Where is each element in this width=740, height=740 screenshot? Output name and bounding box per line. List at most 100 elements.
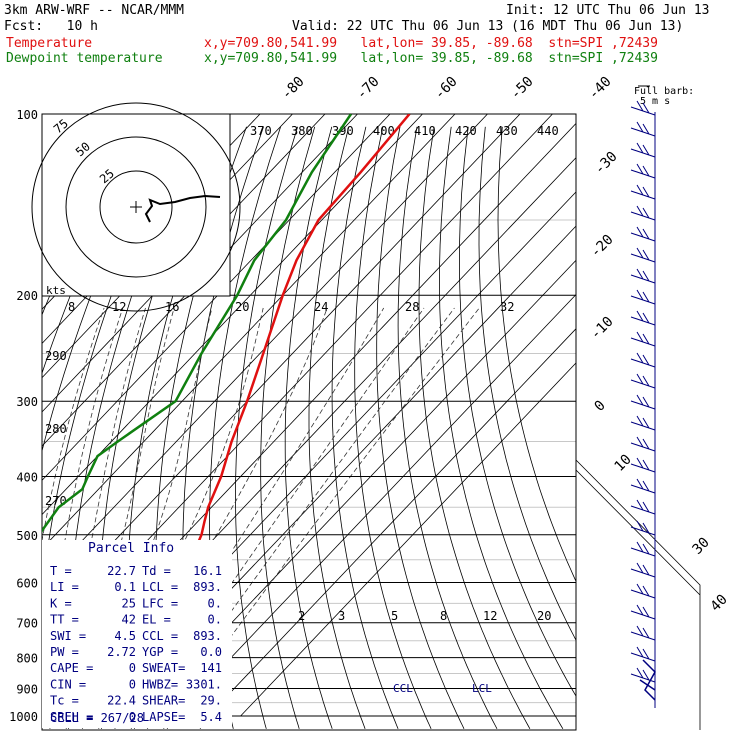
plot-frame bbox=[41, 113, 577, 731]
wind-barb-icon bbox=[630, 478, 656, 494]
parcel-info-value: 22.4 bbox=[107, 694, 136, 708]
parcel-info-value: 893. bbox=[193, 629, 222, 643]
hodograph-tick-label: 8 bbox=[68, 300, 75, 314]
mixing-ratio-label: 8 bbox=[440, 609, 447, 623]
hodograph-units: kts bbox=[46, 284, 66, 297]
isotherm-line bbox=[240, 362, 576, 717]
parcel-info-value: 0 bbox=[129, 661, 136, 675]
parcel-info-key: CIN = bbox=[50, 677, 86, 691]
isotherm-label: 0 bbox=[592, 398, 609, 415]
parcel-info-key: Td = bbox=[142, 564, 171, 578]
pressure-label: 500 bbox=[16, 529, 38, 543]
wind-barb-icon bbox=[630, 604, 656, 620]
theta-e-label: 410 bbox=[414, 124, 436, 138]
isotherm-label: -70 bbox=[354, 74, 383, 103]
isotherm-label: -50 bbox=[508, 74, 537, 103]
hodograph-tick-label: 12 bbox=[112, 300, 126, 314]
barb-key-value: 5 m s bbox=[640, 96, 670, 107]
parcel-info-key: SREH = bbox=[50, 710, 93, 724]
barb-key-title: Full barb: bbox=[634, 86, 694, 97]
theta-e-label: 370 bbox=[250, 124, 272, 138]
valid-time: Valid: 22 UTC Thu 06 Jun 13 (16 MDT Thu … bbox=[292, 19, 684, 34]
wind-barb-icon bbox=[639, 659, 656, 701]
pressure-label: 200 bbox=[16, 289, 38, 303]
frame-extension-line bbox=[575, 459, 701, 730]
mixing-ratio-label: 5 bbox=[391, 609, 398, 623]
wind-barb-icon bbox=[630, 541, 656, 557]
pressure-label: 800 bbox=[16, 652, 38, 666]
hodograph-tick-label: 32 bbox=[500, 300, 514, 314]
parcel-info-key: Tc = bbox=[50, 694, 79, 708]
parcel-info-key: SHEAR= bbox=[142, 694, 185, 708]
mixing-ratio-label: 3 bbox=[338, 609, 345, 623]
parcel-info-value: 29. bbox=[200, 694, 222, 708]
parcel-info-key: PW = bbox=[50, 645, 79, 659]
parcel-info-key: CAPE = bbox=[50, 661, 93, 675]
hodograph-ring bbox=[99, 170, 173, 244]
isotherm-line bbox=[42, 114, 488, 584]
parcel-info-value: 0.0 bbox=[200, 645, 222, 659]
wind-barb-icon bbox=[630, 394, 656, 410]
parcel-info-key: LAPSE= bbox=[142, 710, 185, 724]
wind-barb-icon bbox=[630, 142, 656, 158]
theta-label: 290 bbox=[45, 349, 67, 363]
wind-barb-icon bbox=[630, 373, 656, 389]
parcel-info-value: 42 bbox=[122, 613, 136, 627]
parcel-info-value: 0. bbox=[208, 596, 222, 610]
theta-e-label: 440 bbox=[537, 124, 559, 138]
isotherm-line bbox=[42, 114, 423, 516]
isotherm-label: -30 bbox=[592, 149, 621, 178]
isotherm-label: -20 bbox=[588, 232, 617, 261]
theta-label: 280 bbox=[45, 422, 67, 436]
dry-adiabat-line bbox=[42, 126, 162, 453]
isotherm-label: 30 bbox=[690, 535, 713, 558]
parcel-info-key: CCL = bbox=[142, 629, 178, 643]
dry-adiabat-line bbox=[418, 126, 531, 729]
dry-adiabat-line bbox=[439, 126, 564, 730]
parcel-info-value: 141 bbox=[200, 661, 222, 675]
lcl-marker: LCL bbox=[472, 682, 492, 695]
ccl-marker: CCL bbox=[393, 682, 413, 695]
wind-barb-icon bbox=[630, 226, 656, 242]
isotherm-label: -10 bbox=[588, 314, 617, 343]
parcel-info-key: LI = bbox=[50, 580, 79, 594]
temperature-location: x,y=709.80,541.99 lat,lon= 39.85, -89.68… bbox=[204, 36, 658, 51]
wind-barb-icon bbox=[630, 499, 656, 515]
dry-adiabat-line bbox=[331, 126, 399, 729]
wind-barb-icon bbox=[630, 457, 656, 473]
wind-barb-icon bbox=[630, 289, 656, 305]
dry-adiabat-line bbox=[284, 126, 333, 729]
dry-adiabat-line bbox=[376, 126, 465, 729]
parcel-info-key: LCL = bbox=[142, 580, 178, 594]
parcel-info-title: Parcel Info bbox=[88, 541, 174, 556]
dry-adiabat-line bbox=[478, 126, 576, 642]
theta-label: 270 bbox=[45, 494, 67, 508]
isotherm-label: 40 bbox=[708, 592, 731, 615]
hodograph-tick-label: 24 bbox=[314, 300, 328, 314]
parcel-info-value: 2.72 bbox=[107, 645, 136, 659]
pressure-label: 100 bbox=[16, 108, 38, 122]
parcel-info-value: 5.4 bbox=[200, 710, 222, 724]
parcel-info-value: 3301. bbox=[186, 677, 222, 691]
dry-adiabat-line bbox=[260, 126, 316, 729]
temperature-legend: Temperature bbox=[6, 36, 93, 51]
hodograph-tick-label: 20 bbox=[235, 300, 249, 314]
hodograph-tick-label: 16 bbox=[165, 300, 179, 314]
wind-barb-icon bbox=[630, 121, 656, 137]
isotherm-label: 10 bbox=[612, 452, 635, 475]
wind-barb-icon bbox=[630, 331, 656, 347]
mixing-ratio-label: 12 bbox=[483, 609, 497, 623]
wind-barb-icon bbox=[630, 562, 656, 578]
moist-adiabat-line bbox=[146, 307, 455, 730]
wind-barb-icon bbox=[630, 205, 656, 221]
wind-barb-icon bbox=[630, 625, 656, 641]
wind-barb-icon bbox=[630, 247, 656, 263]
dry-adiabat-line bbox=[235, 126, 298, 729]
pressure-label: 600 bbox=[16, 576, 38, 590]
dry-adiabat-line bbox=[497, 126, 576, 583]
isotherm-line bbox=[42, 114, 391, 481]
init-time: Init: 12 UTC Thu 06 Jun 13 bbox=[506, 3, 710, 18]
parcel-info-value: 4.5 bbox=[114, 629, 136, 643]
parcel-info-value: 0. bbox=[208, 613, 222, 627]
pressure-label: 300 bbox=[16, 395, 38, 409]
